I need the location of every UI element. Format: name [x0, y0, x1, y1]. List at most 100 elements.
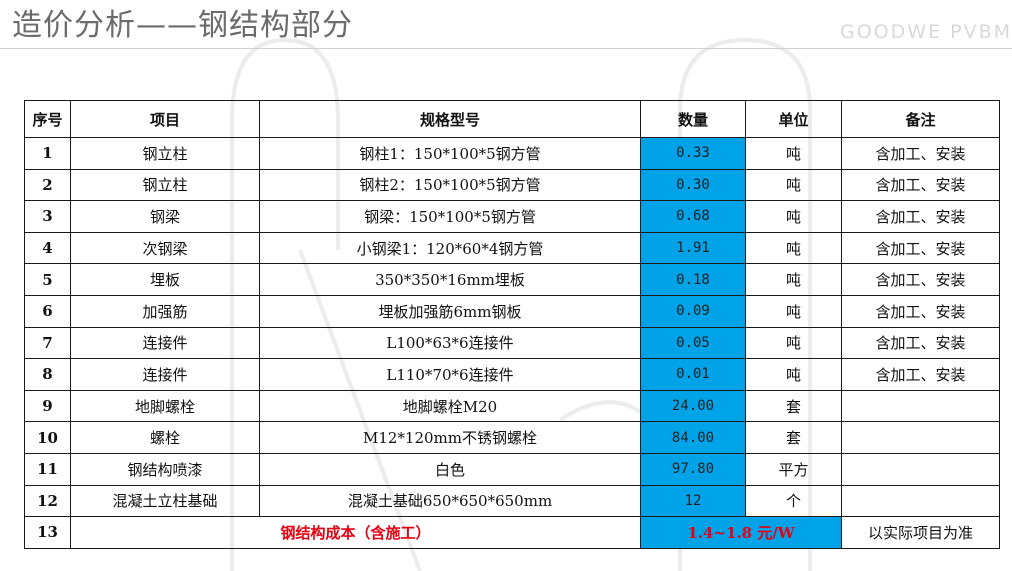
cell-item: 钢立柱 — [70, 137, 260, 170]
cell-index: 10 — [24, 421, 71, 454]
cell-unit: 吨 — [745, 358, 842, 391]
cell-unit: 吨 — [745, 200, 842, 233]
cell-remark: 含加工、安装 — [841, 294, 1000, 328]
cell-index: 9 — [24, 389, 71, 423]
table-header-row: 序号 项目 规格型号 数量 单位 备注 — [24, 100, 1000, 138]
page-title: 造价分析——钢结构部分 — [12, 8, 353, 43]
cell-index: 6 — [24, 294, 71, 328]
cell-unit: 套 — [745, 421, 842, 454]
cell-unit: 套 — [745, 389, 842, 423]
cell-quantity: 84.00 — [640, 421, 746, 454]
table-row: 11 钢结构喷漆 白色 97.80 平方 — [24, 452, 1000, 486]
cell-index: 3 — [24, 200, 71, 233]
summary-cost-label: 钢结构成本（含施工） — [70, 516, 641, 549]
cell-item: 螺栓 — [70, 421, 260, 454]
cell-item: 加强筋 — [70, 294, 260, 328]
cell-quantity: 0.68 — [640, 200, 746, 233]
brand-logo-text: GOODWE PVBM — [840, 21, 1012, 43]
cell-spec: 白色 — [259, 452, 641, 486]
header-quantity: 数量 — [640, 100, 746, 138]
table-row: 3 钢梁 钢梁：150*100*5钢方管 0.68 吨 含加工、安装 — [24, 200, 1000, 233]
cell-unit: 吨 — [745, 231, 842, 265]
cell-unit: 吨 — [745, 326, 842, 360]
cell-quantity: 0.18 — [640, 263, 746, 296]
cell-unit: 吨 — [745, 137, 842, 170]
header-index: 序号 — [24, 100, 71, 138]
cell-spec: M12*120mm不锈钢螺栓 — [259, 421, 641, 454]
table-row: 1 钢立柱 钢柱1：150*100*5钢方管 0.33 吨 含加工、安装 — [24, 137, 1000, 170]
table-row: 4 次钢梁 小钢梁1：120*60*4钢方管 1.91 吨 含加工、安装 — [24, 231, 1000, 265]
header-item: 项目 — [70, 100, 260, 138]
cell-index: 4 — [24, 231, 71, 265]
cell-index: 11 — [24, 452, 71, 486]
summary-index: 13 — [24, 516, 71, 549]
cell-spec: 埋板加强筋6mm钢板 — [259, 294, 641, 328]
cell-quantity: 0.30 — [640, 168, 746, 202]
cell-spec: L100*63*6连接件 — [259, 326, 641, 360]
header-remark: 备注 — [841, 100, 1000, 138]
cell-remark: 含加工、安装 — [841, 231, 1000, 265]
cell-index: 1 — [24, 137, 71, 170]
cell-item: 连接件 — [70, 326, 260, 360]
cell-quantity: 97.80 — [640, 452, 746, 486]
table-row: 10 螺栓 M12*120mm不锈钢螺栓 84.00 套 — [24, 421, 1000, 454]
cell-spec: 小钢梁1：120*60*4钢方管 — [259, 231, 641, 265]
cell-spec: 350*350*16mm埋板 — [259, 263, 641, 296]
cell-item: 钢立柱 — [70, 168, 260, 202]
slide-header: 造价分析——钢结构部分 GOODWE PVBM — [0, 0, 1012, 49]
cell-item: 钢梁 — [70, 200, 260, 233]
cell-remark — [841, 421, 1000, 454]
cell-remark: 含加工、安装 — [841, 263, 1000, 296]
cell-spec: 钢柱2：150*100*5钢方管 — [259, 168, 641, 202]
cell-quantity: 12 — [640, 484, 746, 518]
header-divider — [0, 48, 1012, 49]
table-row: 9 地脚螺栓 地脚螺栓M20 24.00 套 — [24, 389, 1000, 423]
cell-item: 钢结构喷漆 — [70, 452, 260, 486]
cell-item: 地脚螺栓 — [70, 389, 260, 423]
table-row: 5 埋板 350*350*16mm埋板 0.18 吨 含加工、安装 — [24, 263, 1000, 296]
cell-spec: 钢梁：150*100*5钢方管 — [259, 200, 641, 233]
table-row: 8 连接件 L110*70*6连接件 0.01 吨 含加工、安装 — [24, 358, 1000, 391]
cell-item: 次钢梁 — [70, 231, 260, 265]
cell-quantity: 0.33 — [640, 137, 746, 170]
cell-index: 12 — [24, 484, 71, 518]
cell-unit: 个 — [745, 484, 842, 518]
summary-cost-value: 1.4~1.8 元/W — [640, 516, 842, 549]
table-row: 2 钢立柱 钢柱2：150*100*5钢方管 0.30 吨 含加工、安装 — [24, 168, 1000, 202]
cell-spec: 地脚螺栓M20 — [259, 389, 641, 423]
cell-remark: 含加工、安装 — [841, 200, 1000, 233]
cell-index: 8 — [24, 358, 71, 391]
cell-index: 5 — [24, 263, 71, 296]
cell-remark — [841, 389, 1000, 423]
cell-unit: 吨 — [745, 168, 842, 202]
cell-spec: 钢柱1：150*100*5钢方管 — [259, 137, 641, 170]
table-row: 6 加强筋 埋板加强筋6mm钢板 0.09 吨 含加工、安装 — [24, 294, 1000, 328]
cell-remark: 含加工、安装 — [841, 358, 1000, 391]
cell-item: 连接件 — [70, 358, 260, 391]
cell-remark — [841, 484, 1000, 518]
summary-row: 13 钢结构成本（含施工） 1.4~1.8 元/W 以实际项目为准 — [24, 516, 1000, 549]
steel-structure-cost-table: 序号 项目 规格型号 数量 单位 备注 1 钢立柱 钢柱1：150*100*5钢… — [24, 100, 1000, 549]
cell-remark: 含加工、安装 — [841, 326, 1000, 360]
cell-item: 混凝土立柱基础 — [70, 484, 260, 518]
cell-spec: 混凝土基础650*650*650mm — [259, 484, 641, 518]
cell-quantity: 24.00 — [640, 389, 746, 423]
cell-spec: L110*70*6连接件 — [259, 358, 641, 391]
cell-quantity: 1.91 — [640, 231, 746, 265]
cell-remark — [841, 452, 1000, 486]
cell-quantity: 0.05 — [640, 326, 746, 360]
cell-unit: 吨 — [745, 294, 842, 328]
cell-quantity: 0.01 — [640, 358, 746, 391]
header-unit: 单位 — [745, 100, 842, 138]
header-spec: 规格型号 — [259, 100, 641, 138]
cell-unit: 吨 — [745, 263, 842, 296]
summary-remark: 以实际项目为准 — [841, 516, 1000, 549]
cell-index: 2 — [24, 168, 71, 202]
cell-remark: 含加工、安装 — [841, 168, 1000, 202]
cell-remark: 含加工、安装 — [841, 137, 1000, 170]
table-row: 12 混凝土立柱基础 混凝土基础650*650*650mm 12 个 — [24, 484, 1000, 518]
cell-quantity: 0.09 — [640, 294, 746, 328]
cell-index: 7 — [24, 326, 71, 360]
cell-unit: 平方 — [745, 452, 842, 486]
table-row: 7 连接件 L100*63*6连接件 0.05 吨 含加工、安装 — [24, 326, 1000, 360]
